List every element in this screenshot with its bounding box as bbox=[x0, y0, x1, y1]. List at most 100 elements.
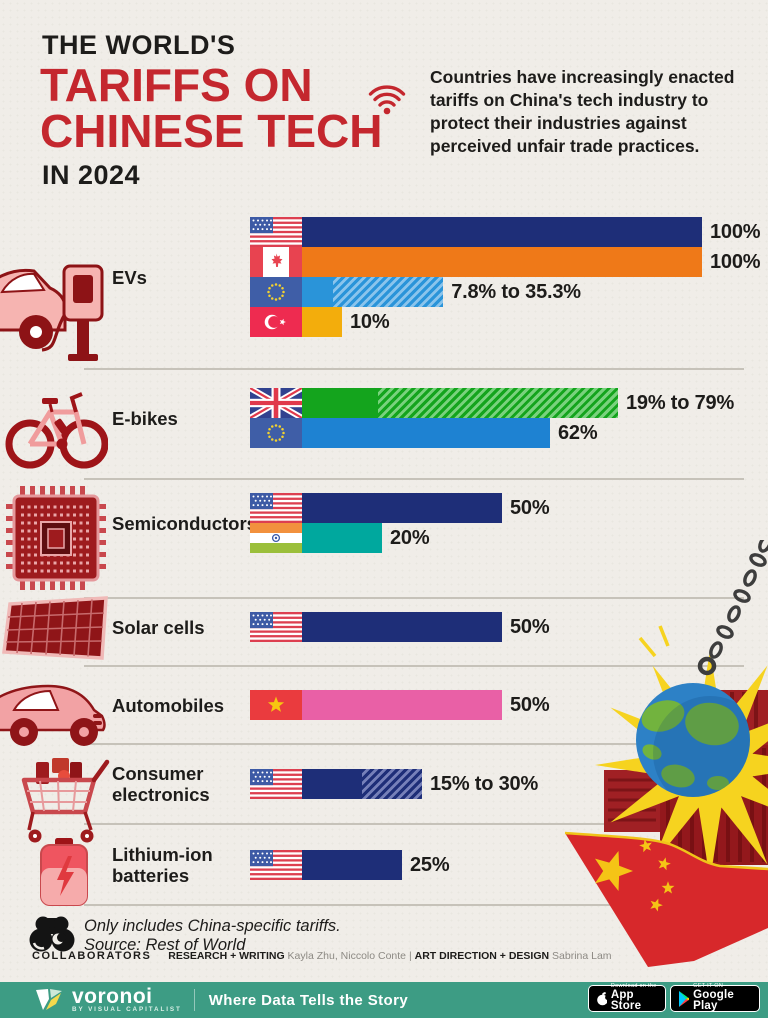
category-label-evs: EVs bbox=[112, 266, 147, 288]
footer-tagline: Where Data Tells the Story bbox=[208, 991, 409, 1009]
bar-segment-range bbox=[362, 769, 422, 799]
flag-united-states-icon bbox=[250, 769, 302, 799]
bar-value-label: 25% bbox=[410, 853, 450, 876]
bar-row-european-union: 7.8% to 35.3% bbox=[250, 277, 760, 307]
binoculars-icon bbox=[29, 916, 75, 952]
category-label-automobiles: Automobiles bbox=[112, 694, 225, 716]
flag-european-union-icon bbox=[250, 277, 302, 307]
flag-united-states-icon bbox=[250, 612, 302, 642]
google-play-logo-icon bbox=[679, 990, 690, 1007]
flag-canada-icon bbox=[250, 247, 302, 277]
lithium-battery-icon bbox=[40, 838, 88, 906]
art-direction-role: ART DIRECTION + DESIGN bbox=[414, 950, 550, 962]
semiconductor-chip-icon bbox=[6, 486, 106, 590]
collaborators-line: COLLABORATORS RESEARCH + WRITING Kayla Z… bbox=[32, 950, 612, 962]
section-divider bbox=[84, 743, 744, 745]
earth-wrecking-ball-illustration bbox=[564, 540, 768, 967]
bar-group-automobiles: 50% bbox=[250, 690, 550, 720]
e-bike-icon bbox=[5, 392, 108, 469]
earth-globe bbox=[636, 683, 750, 797]
bar-value-label: 100% bbox=[710, 250, 761, 273]
bar-row-turkey: 10% bbox=[250, 307, 760, 337]
bar-segment bbox=[302, 850, 402, 880]
brand-subtitle: BY VISUAL CAPITALIST bbox=[72, 1005, 182, 1013]
app-store-caption: Download on the bbox=[610, 983, 657, 990]
google-play-badge[interactable]: GET IT ON Google Play bbox=[670, 983, 760, 1013]
flag-vietnam-icon bbox=[250, 690, 302, 720]
bar-row-united-states: 50% bbox=[250, 493, 550, 523]
solar-panel-icon bbox=[2, 596, 108, 660]
category-label-solar-cells: Solar cells bbox=[112, 616, 205, 638]
ev-charging-car-icon bbox=[0, 264, 104, 361]
category-label-lithium-batteries: Lithium-ion batteries bbox=[112, 844, 213, 886]
collaborators-heading: COLLABORATORS bbox=[32, 950, 152, 962]
bar-segment bbox=[302, 523, 382, 553]
subtitle-line: protect their industries against bbox=[430, 113, 687, 133]
bar-value-label: 15% to 30% bbox=[430, 772, 539, 795]
section-divider bbox=[84, 823, 744, 825]
bar-segment bbox=[302, 217, 702, 247]
research-writing-role: RESEARCH + WRITING bbox=[168, 950, 285, 962]
title-kicker: THE WORLD'S bbox=[42, 30, 236, 60]
bar-group-semiconductors: 50% 20% bbox=[250, 493, 550, 553]
bar-segment bbox=[302, 247, 702, 277]
bar-segment bbox=[302, 493, 502, 523]
research-writing-names: Kayla Zhu, Niccolo Conte bbox=[287, 950, 407, 962]
flag-european-union-icon bbox=[250, 418, 302, 448]
bar-row-united-kingdom: 19% to 79% bbox=[250, 388, 734, 418]
bar-segment bbox=[302, 388, 378, 418]
apple-logo-icon bbox=[597, 991, 607, 1005]
bar-row-united-states: 50% bbox=[250, 612, 550, 642]
bar-segment bbox=[302, 277, 334, 307]
bar-segment bbox=[302, 690, 502, 720]
wrecking-chain bbox=[697, 540, 768, 676]
bar-value-label: 50% bbox=[510, 693, 550, 716]
subtitle-line: perceived unfair trade practices. bbox=[430, 136, 700, 156]
bar-value-label: 50% bbox=[510, 615, 550, 638]
wifi-signal-icon bbox=[368, 85, 406, 115]
bar-value-label: 7.8% to 35.3% bbox=[451, 280, 581, 303]
page-title-line2: CHINESE TECH bbox=[40, 105, 383, 157]
bar-group-consumer-electronics: 15% to 30% bbox=[250, 769, 538, 799]
flag-turkey-icon bbox=[250, 307, 302, 337]
app-store-label: App Store bbox=[610, 988, 642, 1013]
title-year: IN 2024 bbox=[42, 160, 141, 190]
footnote-line1: Only includes China-specific tariffs. bbox=[84, 917, 341, 935]
bar-row-united-states: 15% to 30% bbox=[250, 769, 538, 799]
bar-value-label: 10% bbox=[350, 310, 390, 333]
bar-value-label: 50% bbox=[510, 496, 550, 519]
flag-india-icon bbox=[250, 523, 302, 553]
google-play-label: Google Play bbox=[693, 988, 734, 1013]
shopping-cart-electronics-icon bbox=[21, 758, 110, 843]
bar-group-ebikes: 19% to 79% 62% bbox=[250, 388, 734, 448]
footer-brand-bar: voronoi BY VISUAL CAPITALIST Where Data … bbox=[0, 982, 768, 1018]
footer-divider bbox=[193, 989, 195, 1011]
bar-segment-range bbox=[378, 388, 618, 418]
bar-value-label: 20% bbox=[390, 526, 430, 549]
bar-row-european-union: 62% bbox=[250, 418, 734, 448]
bar-value-label: 19% to 79% bbox=[626, 391, 735, 414]
bar-segment-range bbox=[333, 277, 444, 307]
bar-segment bbox=[302, 418, 550, 448]
subtitle-line: Countries have increasingly enacted bbox=[430, 67, 735, 87]
category-label-ebikes: E-bikes bbox=[112, 407, 178, 429]
flag-united-states-icon bbox=[250, 850, 302, 880]
flag-united-kingdom-icon bbox=[250, 388, 302, 418]
art-direction-names: Sabrina Lam bbox=[552, 950, 612, 962]
bar-segment bbox=[302, 769, 362, 799]
app-store-badge[interactable]: Download on the App Store bbox=[588, 983, 666, 1013]
page-title-line1: TARIFFS ON bbox=[40, 59, 313, 111]
section-divider bbox=[84, 478, 744, 480]
voronoi-logo-mark-icon bbox=[36, 989, 62, 1010]
voronoi-logo[interactable]: voronoi BY VISUAL CAPITALIST bbox=[34, 986, 182, 1013]
section-divider bbox=[84, 665, 744, 667]
subtitle: Countries have increasingly enacted tari… bbox=[430, 66, 734, 158]
bar-row-united-states: 25% bbox=[250, 850, 450, 880]
bar-group-evs: 100% 100% 7.8% to 35.3% 10% bbox=[250, 217, 761, 337]
footnote-line2: Source: Rest of World bbox=[84, 936, 246, 954]
bar-group-solar-cells: 50% bbox=[250, 612, 550, 642]
google-play-caption: GET IT ON bbox=[693, 983, 724, 990]
bar-group-lithium-batteries: 25% bbox=[250, 850, 450, 880]
collaborator-separator: | bbox=[408, 950, 412, 962]
